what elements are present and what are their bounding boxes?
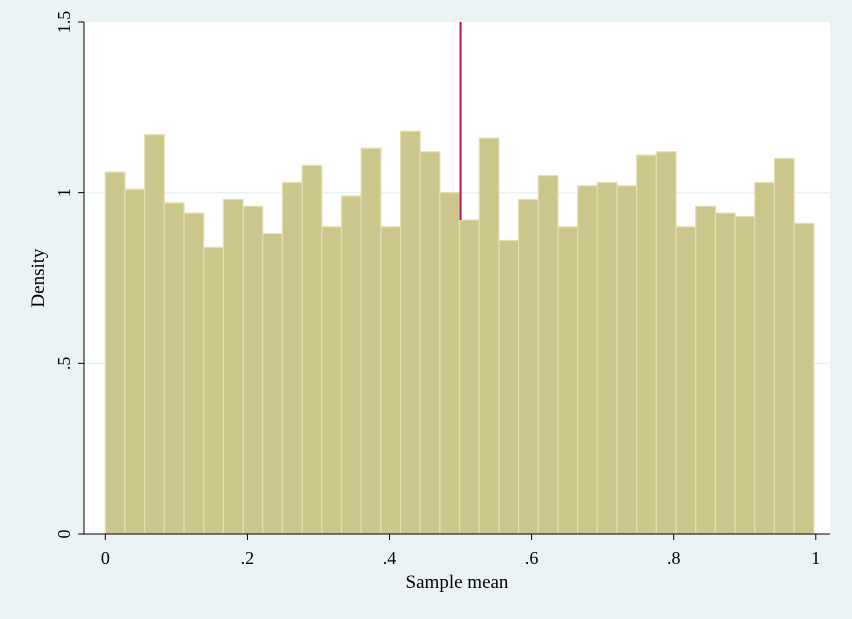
histogram-bar (301, 164, 323, 535)
histogram-bar (242, 205, 264, 535)
histogram-bar (714, 212, 736, 535)
x-tick-label: .6 (525, 548, 539, 568)
y-tick-label: .5 (54, 357, 74, 371)
histogram-bar (695, 205, 717, 535)
histogram-bar (281, 181, 303, 535)
x-tick-label: 0 (101, 548, 110, 568)
histogram-bar (419, 151, 441, 535)
bars (104, 130, 815, 535)
histogram-bar (734, 215, 756, 535)
histogram-bar (498, 239, 520, 535)
histogram-bar (321, 226, 343, 535)
histogram-bar (222, 198, 244, 535)
histogram-bar (439, 192, 461, 535)
histogram-bar (163, 202, 185, 535)
histogram-bar (144, 134, 165, 535)
histogram-bar (655, 151, 677, 535)
y-tick-label: 1.5 (54, 11, 74, 34)
histogram-bar (458, 219, 480, 535)
histogram-bar (203, 246, 224, 535)
histogram-bar (399, 130, 421, 535)
x-tick-label: .4 (383, 548, 397, 568)
histogram-bar (380, 226, 402, 535)
y-tick-label: 1 (54, 188, 74, 197)
histogram-bar (773, 157, 795, 535)
axes: 0 .5 1 1.5 0 .2 .4 .6 .8 1 (54, 11, 830, 568)
histogram-bar (104, 171, 126, 535)
histogram-bar (262, 233, 284, 535)
y-tick-label: 0 (54, 530, 74, 539)
histogram-bar (616, 185, 638, 535)
histogram-bar (124, 188, 146, 535)
histogram-bar (636, 154, 657, 535)
histogram-bar (340, 195, 362, 535)
histogram-bar (675, 226, 697, 535)
histogram-bar (596, 181, 618, 535)
histogram-bar (754, 181, 776, 535)
histogram-bar (537, 175, 559, 535)
x-tick-label: .2 (241, 548, 255, 568)
histogram-bar (793, 222, 815, 535)
histogram-bar (478, 137, 500, 535)
x-tick-label: 1 (811, 548, 820, 568)
histogram-bar (577, 185, 598, 535)
histogram-bar (517, 198, 539, 535)
x-tick-label: .8 (667, 548, 681, 568)
y-axis-title: Density (28, 248, 49, 308)
histogram-bar (360, 147, 382, 535)
histogram-bar (183, 212, 205, 535)
histogram-bar (557, 226, 579, 535)
x-axis-title: Sample mean (406, 572, 509, 593)
